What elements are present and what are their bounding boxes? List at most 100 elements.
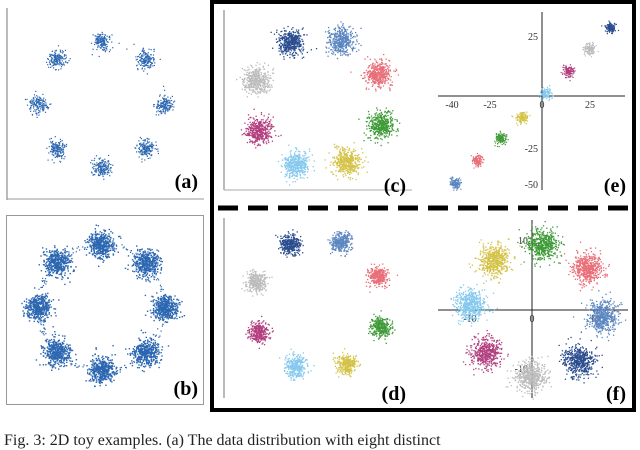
b-bridge-point [102,370,103,371]
b-bridge-point [76,251,77,252]
b-bridge-point [39,298,40,299]
d-cluster [245,316,274,349]
b-cluster [145,292,185,325]
b-bridge-point [44,282,45,283]
e-y-tick-label: -25 [525,144,538,155]
b-cluster [84,225,122,268]
a-cluster [90,155,113,180]
b-cluster [21,287,59,329]
b-bridge-point [57,260,58,261]
a-cluster [46,136,67,163]
b-bridge-point [85,247,86,248]
b-cluster [125,330,169,373]
b-bridge-point [42,316,43,317]
e-x-tick-label: -40 [445,100,458,111]
b-bridge-point [132,253,133,254]
b-bridge-point [164,317,165,318]
b-bridge-point [122,244,123,245]
b-bridge-point [66,360,67,361]
b-bridge-point [133,361,134,362]
b-bridge-point [106,244,107,245]
b-bridge-point [167,302,168,303]
b-bridge-point [104,372,105,373]
panel-label-d: (d) [382,384,406,404]
f-cluster [450,280,498,326]
panel-b: (b) [6,215,204,405]
f-cluster [505,356,552,400]
b-bridge-point [68,358,69,359]
b-bridge-point [43,333,44,334]
a-cluster [46,45,71,70]
b-bridge-point [82,246,83,247]
b-bridge-point [38,289,39,290]
b-bridge-point [137,253,138,254]
b-bridge-point [163,313,164,314]
b-bridge-point [39,301,40,302]
b-bridge-point [54,349,55,350]
b-bridge-point [97,369,98,370]
b-bridge-point [139,260,140,261]
b-bridge-point [161,286,162,287]
b-bridge-point [158,279,159,280]
b-bridge-point [98,242,99,243]
f-cluster [463,330,509,376]
e-cluster [494,131,509,148]
e-cluster [511,112,530,126]
b-bridge-point [112,242,113,243]
b-bridge-point [157,278,158,279]
b-bridge-point [154,340,155,341]
b-bridge-point [163,289,164,290]
b-bridge-point [78,246,79,247]
b-bridge-point [162,326,163,327]
b-bridge-point [125,367,126,368]
b-bridge-point [64,255,65,256]
b-bridge-point [105,370,106,371]
b-bridge-point [111,368,112,369]
d-cluster [368,310,396,344]
b-cluster [85,345,121,387]
b-bridge-point [72,248,73,249]
b-bridge-point [136,253,137,254]
b-bridge-point [120,372,121,373]
b-bridge-point [58,354,59,355]
b-bridge-point [50,342,51,343]
b-bridge-point [63,253,64,254]
b-bridge-point [42,296,43,297]
scatter-plot-d [222,218,412,404]
b-bridge-point [83,366,84,367]
c-cluster [325,21,362,59]
b-bridge-point [71,254,72,255]
a-cluster [91,32,120,57]
b-bridge-point [121,367,122,368]
b-bridge-point [52,347,53,348]
b-bridge-point [68,254,69,255]
b-bridge-point [107,243,108,244]
panel-label-b: (b) [174,379,198,399]
panel-label-f: (f) [606,384,626,404]
b-bridge-point [141,359,142,360]
b-bridge-point [40,323,41,324]
b-bridge-point [76,367,77,368]
e-y-tick-label: 25 [528,32,538,43]
b-bridge-point [49,272,50,273]
b-bridge-point [165,315,166,316]
b-bridge-point [114,243,115,244]
b-bridge-point [146,351,147,352]
b-bridge-point [44,331,45,332]
b-bridge-point [156,279,157,280]
b-bridge-point [154,277,155,278]
b-bridge-point [42,280,43,281]
b-bridge-point [54,346,55,347]
b-bridge-point [152,275,153,276]
scatter-plot-f: -1001010-10 [430,218,630,404]
b-bridge-point [95,370,96,371]
b-bridge-point [56,263,57,264]
c-cluster [241,109,282,149]
b-bridge-point [143,354,144,355]
b-bridge-point [138,361,139,362]
b-bridge-point [156,344,157,345]
b-bridge-point [41,332,42,333]
b-bridge-point [163,319,164,320]
panel-c: (c) [222,10,412,196]
